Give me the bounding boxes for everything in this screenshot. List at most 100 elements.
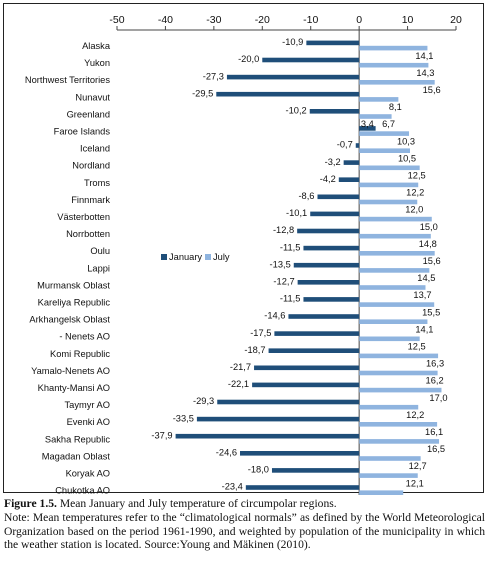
july-value-label: 10,3 [397,136,415,146]
july-value-label: 12,1 [406,478,424,488]
july-bar [359,62,429,68]
january-bar [196,416,360,422]
january-value-label: -10,9 [282,37,303,47]
july-value-label: 12,7 [409,461,427,471]
july-value-label: 14,1 [415,324,433,334]
x-tick-label: -40 [158,14,173,26]
january-value-label: -8,6 [298,191,314,201]
july-value-label: 6,7 [382,119,395,129]
july-value-label: 13,7 [413,290,431,300]
july-value-label: 14,8 [419,239,437,249]
category-label: Northwest Territories [25,75,110,85]
x-tick-label: -10 [303,14,318,26]
january-value-label: -10,2 [286,106,307,116]
figure-title: Mean January and July temperature of cir… [59,497,337,510]
january-value-label: -4,2 [320,174,336,184]
january-bar [309,109,360,114]
january-value-label: -22,1 [228,379,249,389]
july-value-label: 12,5 [408,171,426,181]
july-bar [359,422,438,427]
july-bar [359,353,439,359]
january-value-label: -29,3 [193,396,214,406]
category-label: Iceland [80,144,110,154]
category-label: Norrbotten [66,229,110,239]
july-value-label: 14,5 [417,273,435,283]
january-value-label: -29,5 [192,88,213,98]
july-bar [359,80,435,85]
category-label: Arkhangelsk Oblast [29,315,110,325]
july-bar [359,268,430,273]
legend-swatch-january [161,254,167,260]
july-bar [359,387,442,393]
january-bar [306,40,360,46]
january-value-label: -21,7 [230,362,251,372]
category-label: Troms [84,178,110,188]
january-value-label: -17,5 [250,328,271,338]
category-label: Evenki AO [67,417,110,427]
july-bar [359,216,432,222]
january-bar [293,262,360,268]
july-bar [359,319,428,324]
category-label: Finnmark [71,195,110,205]
january-bar [262,57,360,63]
july-bar [359,199,418,205]
january-value-label: -18,7 [244,345,265,355]
january-value-label: -11,5 [280,242,301,252]
january-value-label: -3,2 [325,157,341,167]
legend-swatch-july [205,254,211,260]
july-bar [359,182,419,188]
category-label: Greenland [67,109,110,119]
chart-frame [3,3,484,493]
category-label: - Nenets AO [59,332,110,342]
january-bar [343,160,360,165]
july-bar [359,473,418,478]
bar-chart: -50 -40 -30 -20 -10 0 10 20 Alaska -10,9 14,1 Yukon… [25,14,462,495]
january-bar [217,399,360,405]
january-bar [303,245,360,251]
figure-note: Note: Mean temperatures refer to the “cl… [4,511,485,551]
category-label: Yamalo-Nenets AO [31,366,110,376]
january-bar [338,177,360,182]
january-bar [252,382,360,388]
january-bar [288,314,360,319]
july-value-label: 10,5 [398,153,416,163]
july-bar [359,114,392,119]
january-value-label: -11,5 [280,294,301,304]
july-bar [359,285,426,290]
july-bar [359,456,421,461]
x-tick-label: -30 [206,14,221,26]
category-label: Lappi [87,263,110,273]
july-bar [359,148,410,153]
july-value-label: 15,6 [423,85,441,95]
january-bar [240,451,360,456]
july-value-label: 16,2 [426,376,444,386]
january-bar [359,126,376,131]
january-bar [254,365,360,371]
july-bar [359,490,404,495]
category-label: Taymyr AO [65,400,110,410]
caption-title-line: Figure 1.5. Mean January and July temper… [4,497,485,511]
january-bar [303,297,360,302]
january-value-label: -24,6 [216,448,237,458]
january-bar [226,74,360,80]
legend-label-july: July [213,252,230,262]
july-bar [359,251,435,256]
category-label: Yukon [84,58,110,68]
july-value-label: 14,3 [416,68,434,78]
category-label: Murmansk Oblast [37,280,110,290]
january-bar [297,280,360,285]
category-label: Magadan Oblast [42,451,111,461]
july-value-label: 12,2 [406,410,424,420]
january-value-label: -37,9 [151,430,172,440]
january-value-label: -20,0 [238,54,259,64]
x-tick-label: -50 [109,14,124,26]
x-tick-label: 10 [402,14,414,26]
july-bar [359,233,431,239]
july-bar [359,97,399,102]
category-label: Komi Republic [50,349,110,359]
july-value-label: 15,5 [422,307,440,317]
july-bar [359,45,428,51]
legend-label-january: January [169,252,202,262]
july-value-label: 12,5 [408,342,426,352]
x-tick-label: 20 [450,14,462,26]
